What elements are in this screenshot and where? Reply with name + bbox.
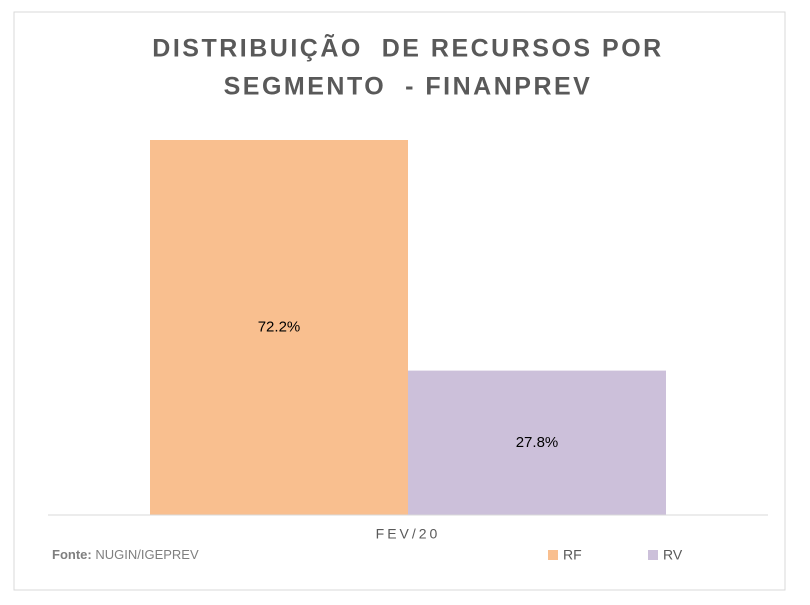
legend-swatch <box>548 550 558 560</box>
legend-label: RF <box>563 547 582 563</box>
x-tick-label: FEV/20 <box>376 526 441 542</box>
chart-title: DISTRIBUIÇÃO DE RECURSOS POR <box>152 33 663 63</box>
chart-title: SEGMENTO - FINANPREV <box>224 73 593 101</box>
data-label: 27.8% <box>516 434 559 451</box>
legend-swatch <box>648 550 658 560</box>
bar <box>150 140 408 515</box>
bar <box>408 370 666 515</box>
source-note: Fonte: NUGIN/IGEPREV <box>52 547 199 562</box>
source-text: NUGIN/IGEPREV <box>95 547 199 562</box>
legend-label: RV <box>663 547 683 563</box>
data-label: 72.2% <box>258 318 301 335</box>
source-label: Fonte: <box>52 547 92 562</box>
